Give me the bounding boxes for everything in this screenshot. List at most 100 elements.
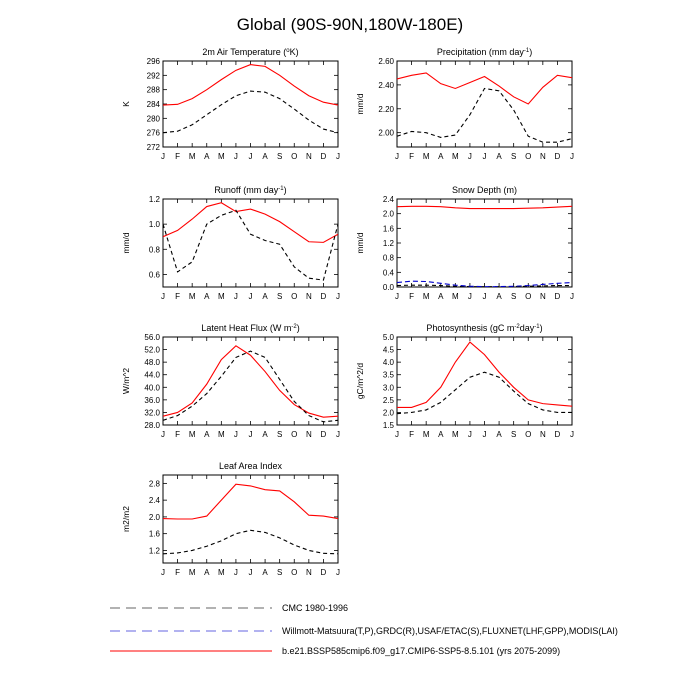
x-tick-label: O	[525, 430, 531, 439]
x-tick-label: J	[161, 568, 165, 577]
x-tick-label: A	[262, 430, 268, 439]
x-tick-label: J	[161, 292, 165, 301]
x-tick-label: S	[277, 292, 282, 301]
x-tick-label: J	[336, 292, 340, 301]
x-tick-label: F	[175, 568, 180, 577]
panel-5: Latent Heat Flux (W m-2) 28.0 32.0 36.0 40.0…	[121, 323, 340, 439]
y-tick-label: 48.0	[144, 358, 160, 367]
x-tick-label: J	[234, 152, 238, 161]
panel-title: Precipitation (mm day-1)	[437, 47, 532, 57]
y-tick-label: 52.0	[144, 346, 160, 355]
x-tick-label: M	[189, 152, 196, 161]
x-tick-label: A	[204, 430, 210, 439]
legend: CMC 1980-1996 Willmott-Matsuura(T,P),GRDC…	[110, 603, 618, 656]
x-tick-label: J	[336, 568, 340, 577]
series-line-model	[397, 72, 572, 105]
x-tick-label: M	[452, 292, 459, 301]
figure-title: Global (90S-90N,180W-180E)	[237, 15, 463, 34]
y-tick-label: 1.5	[383, 421, 395, 430]
x-tick-label: A	[438, 152, 444, 161]
x-tick-label: A	[438, 292, 444, 301]
x-tick-label: M	[452, 430, 459, 439]
plot-frame	[396, 336, 573, 426]
x-tick-label: S	[277, 152, 282, 161]
series-line-obs	[163, 350, 338, 423]
x-tick-label: F	[175, 152, 180, 161]
panel-title: Photosynthesis (gC m-2day-1)	[426, 323, 542, 333]
plot-frame	[162, 336, 339, 426]
y-axis-label: K	[121, 101, 131, 107]
y-tick-label: 3.5	[383, 371, 395, 380]
x-tick-label: J	[570, 292, 574, 301]
x-tick-label: N	[540, 292, 546, 301]
y-tick-label: 1.2	[149, 546, 161, 555]
y-tick-label: 292	[147, 71, 161, 80]
x-tick-label: M	[218, 152, 225, 161]
series-line-model	[397, 205, 572, 210]
y-tick-label: 56.0	[144, 333, 160, 342]
x-tick-label: A	[204, 152, 210, 161]
x-tick-label: N	[540, 152, 546, 161]
x-tick-label: O	[291, 152, 297, 161]
legend-item-1: CMC 1980-1996	[110, 603, 348, 613]
x-tick-label: F	[175, 430, 180, 439]
y-tick-label: 0.4	[383, 268, 395, 277]
x-tick-label: J	[468, 292, 472, 301]
x-tick-label: D	[555, 430, 561, 439]
x-tick-label: S	[511, 292, 516, 301]
y-tick-label: 2.00	[378, 129, 394, 138]
y-tick-label: 32.0	[144, 408, 160, 417]
y-axis-label: mm/d	[121, 232, 131, 254]
x-tick-label: F	[409, 292, 414, 301]
y-tick-label: 272	[147, 143, 161, 152]
x-tick-label: M	[423, 152, 430, 161]
x-tick-label: J	[468, 152, 472, 161]
y-tick-label: 2.0	[149, 513, 161, 522]
y-tick-label: 0.8	[383, 254, 395, 263]
y-axis-label: mm/d	[355, 232, 365, 254]
legend-label: b.e21.BSSP585cmip6.f09_g17.CMIP6-SSP5-8.…	[282, 646, 560, 656]
x-tick-label: O	[291, 292, 297, 301]
x-tick-label: M	[218, 292, 225, 301]
x-tick-label: J	[483, 152, 487, 161]
x-tick-label: D	[321, 430, 327, 439]
x-tick-label: J	[234, 568, 238, 577]
x-tick-label: F	[409, 152, 414, 161]
y-axis-label: gC/m^2/d	[355, 363, 365, 399]
panel-2: Precipitation (mm day-1) 2.00 2.20 2.40 2.60…	[355, 47, 574, 161]
x-tick-label: J	[483, 292, 487, 301]
series-line-obs	[163, 90, 338, 134]
y-tick-label: 1.6	[383, 224, 395, 233]
panel-title: Snow Depth (m)	[452, 185, 517, 195]
y-tick-label: 28.0	[144, 421, 160, 430]
x-tick-label: F	[175, 292, 180, 301]
x-tick-label: J	[234, 430, 238, 439]
y-tick-label: 0.8	[149, 245, 161, 254]
series-line-model	[163, 483, 338, 520]
y-tick-label: 2.20	[378, 105, 394, 114]
y-tick-label: 288	[147, 86, 161, 95]
series-line-obs	[163, 529, 338, 555]
panels: 2m Air Temperature (oK) 272 276 280 284 288 29…	[121, 47, 574, 577]
x-tick-label: O	[291, 568, 297, 577]
x-tick-label: J	[468, 430, 472, 439]
x-tick-label: M	[218, 568, 225, 577]
series-line-model	[397, 341, 572, 408]
series-line-obs	[163, 209, 338, 281]
x-tick-label: A	[496, 152, 502, 161]
plot-frame	[162, 60, 339, 148]
panel-3: Runoff (mm day-1)0.60.81.01.2J F M A M J J A S O N…	[121, 185, 340, 301]
y-tick-label: 1.0	[149, 220, 161, 229]
x-tick-label: A	[204, 292, 210, 301]
x-tick-label: J	[161, 152, 165, 161]
y-tick-label: 2.0	[383, 408, 395, 417]
x-tick-label: M	[189, 568, 196, 577]
plot-frame	[162, 198, 339, 288]
y-tick-label: 276	[147, 129, 161, 138]
y-tick-label: 0.6	[149, 270, 161, 279]
x-tick-label: M	[189, 292, 196, 301]
x-tick-label: N	[306, 152, 312, 161]
panel-title: Latent Heat Flux (W m-2)	[201, 323, 299, 333]
